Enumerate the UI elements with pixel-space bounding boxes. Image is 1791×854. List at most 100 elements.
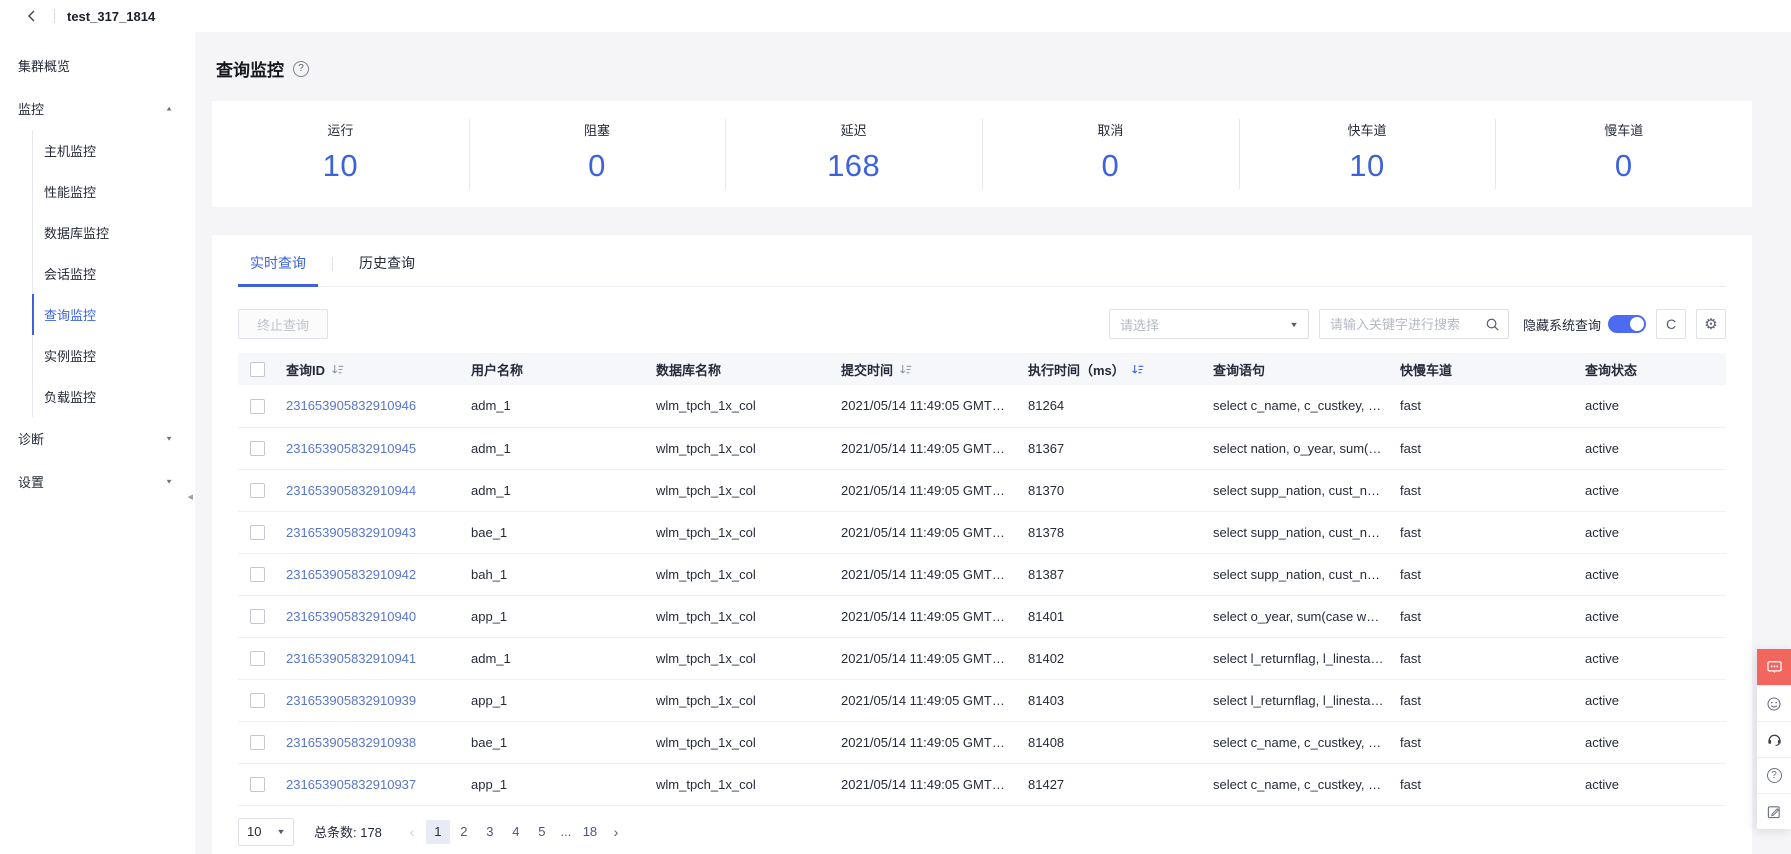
table-row: 231653905832910940 app_1 wlm_tpch_1x_col… <box>238 595 1726 638</box>
filter-select[interactable]: 请选择 ▼ <box>1108 309 1309 339</box>
page-title: 查询监控 <box>216 61 284 80</box>
support-button[interactable] <box>1757 721 1791 757</box>
smiley-icon <box>1767 696 1781 711</box>
search-icon[interactable] <box>1485 317 1500 332</box>
table-row: 231653905832910939 app_1 wlm_tpch_1x_col… <box>238 679 1726 722</box>
page-number-3[interactable]: 3 <box>486 824 494 839</box>
row-checkbox[interactable] <box>250 483 265 499</box>
topbar-divider <box>54 9 55 23</box>
search-input[interactable] <box>1329 316 1485 332</box>
page-number-2[interactable]: 2 <box>460 824 468 839</box>
query-id-link[interactable]: 231653905832910942 <box>286 566 417 582</box>
sort-icon-exec-time[interactable] <box>1131 363 1144 376</box>
sidebar: 集群概览 监控 ▲ 主机监控 性能监控 数据库监控 会话监控 查询监控 实例监控… <box>0 32 195 854</box>
sidebar-item-database-monitor[interactable]: 数据库监控 <box>44 226 110 241</box>
tab-realtime-query[interactable]: 实时查询 <box>238 253 318 287</box>
table-header-row: 查询ID 用户名称 数据库名称 提交时间 执行时间（ms） <box>238 353 1726 385</box>
sidebar-group-monitor[interactable]: 监控 ▲ <box>18 102 173 117</box>
next-page-button[interactable]: › <box>613 823 619 840</box>
row-checkbox[interactable] <box>250 441 265 457</box>
sidebar-item-host-monitor[interactable]: 主机监控 <box>44 144 97 159</box>
main-content: 查询监控 ? 运行 10 阻塞 0 延迟 168 取消 0 快车道 1 <box>195 32 1791 854</box>
table-row: 231653905832910945 adm_1 wlm_tpch_1x_col… <box>238 427 1726 470</box>
sidebar-collapse-icon[interactable]: ◂ <box>187 491 193 503</box>
chevron-up-icon: ▲ <box>165 104 173 113</box>
back-chevron-icon <box>28 10 35 22</box>
query-id-link[interactable]: 231653905832910940 <box>286 608 417 624</box>
total-count-label: 总条数: 178 <box>314 825 382 840</box>
help-center-button[interactable]: ? <box>1757 757 1791 793</box>
page-number-1[interactable]: 1 <box>425 819 450 844</box>
stat-running: 运行 10 <box>322 123 359 183</box>
sidebar-item-cluster-overview[interactable]: 集群概览 <box>18 59 71 74</box>
feedback-form-button[interactable] <box>1757 793 1791 829</box>
pagination: 10 ▼ 总条数: 178 ‹ 1 2 3 4 5 ... 18 › <box>238 817 1726 846</box>
row-checkbox[interactable] <box>250 525 265 541</box>
assistant-rail: ? <box>1757 649 1791 829</box>
row-checkbox[interactable] <box>250 693 265 709</box>
row-checkbox[interactable] <box>250 777 265 793</box>
window-topbar: test_317_1814 <box>0 0 1791 32</box>
query-id-link[interactable]: 231653905832910944 <box>286 482 417 498</box>
prev-page-button[interactable]: ‹ <box>409 823 415 840</box>
chevron-down-icon: ▼ <box>1289 319 1299 329</box>
page-number-5[interactable]: 5 <box>538 824 546 839</box>
terminate-query-button[interactable]: 终止查询 <box>238 309 329 339</box>
chevron-down-icon: ▼ <box>165 434 173 443</box>
refresh-button[interactable]: C <box>1656 309 1686 339</box>
sidebar-item-instance-monitor[interactable]: 实例监控 <box>44 349 97 364</box>
feedback-chat-button[interactable] <box>1757 649 1791 685</box>
query-id-link[interactable]: 231653905832910937 <box>286 776 417 792</box>
page-number-18[interactable]: 18 <box>582 824 598 839</box>
row-checkbox[interactable] <box>250 609 265 625</box>
row-checkbox[interactable] <box>250 651 265 667</box>
stat-fast-lane: 快车道 10 <box>1238 101 1496 207</box>
stat-blocked: 阻塞 0 <box>468 101 726 207</box>
table-settings-button[interactable]: ⚙ <box>1696 309 1726 339</box>
query-id-link[interactable]: 231653905832910943 <box>286 524 417 540</box>
query-id-link[interactable]: 231653905832910941 <box>286 650 417 666</box>
row-checkbox[interactable] <box>250 735 265 751</box>
table-toolbar: 终止查询 请选择 ▼ 隐藏系统查询 <box>238 309 1726 339</box>
toggle-knob <box>1630 317 1644 331</box>
query-id-link[interactable]: 231653905832910939 <box>286 692 417 708</box>
sidebar-item-query-monitor[interactable]: 查询监控 <box>32 294 195 335</box>
query-table: 查询ID 用户名称 数据库名称 提交时间 执行时间（ms） <box>238 353 1726 806</box>
help-icon[interactable]: ? <box>293 60 309 77</box>
sidebar-item-load-monitor[interactable]: 负载监控 <box>44 390 97 405</box>
table-row: 231653905832910943 bae_1 wlm_tpch_1x_col… <box>238 511 1726 554</box>
chevron-down-icon: ▼ <box>165 477 173 486</box>
sort-icon-submit-time[interactable] <box>899 363 912 376</box>
keyword-search <box>1318 309 1509 339</box>
select-all-checkbox[interactable] <box>250 362 265 378</box>
headset-icon <box>1767 734 1781 747</box>
query-id-link[interactable]: 231653905832910946 <box>286 398 417 414</box>
sidebar-group-diagnosis[interactable]: 诊断 ▼ <box>18 432 173 447</box>
hide-system-query: 隐藏系统查询 <box>1523 315 1646 334</box>
table-row: 231653905832910941 adm_1 wlm_tpch_1x_col… <box>238 637 1726 680</box>
stat-delayed: 延迟 168 <box>725 101 982 207</box>
hide-system-toggle[interactable] <box>1608 315 1646 333</box>
table-row: 231653905832910944 adm_1 wlm_tpch_1x_col… <box>238 469 1726 512</box>
back-button[interactable] <box>22 6 42 26</box>
sidebar-group-settings[interactable]: 设置 ▼ <box>18 475 173 490</box>
sidebar-item-performance-monitor[interactable]: 性能监控 <box>44 185 97 200</box>
page-number-4[interactable]: 4 <box>512 824 520 839</box>
cluster-title: test_317_1814 <box>67 8 156 24</box>
stat-cancelled: 取消 0 <box>982 101 1239 207</box>
row-checkbox[interactable] <box>250 567 265 583</box>
sort-icon-query-id[interactable] <box>331 363 344 376</box>
query-id-link[interactable]: 231653905832910938 <box>286 734 417 750</box>
sidebar-item-session-monitor[interactable]: 会话监控 <box>44 267 97 282</box>
satisfaction-survey-button[interactable] <box>1757 685 1791 721</box>
page-size-select[interactable]: 10 ▼ <box>238 817 294 846</box>
table-row: 231653905832910937 app_1 wlm_tpch_1x_col… <box>238 763 1726 806</box>
table-row: 231653905832910946 adm_1 wlm_tpch_1x_col… <box>238 385 1726 428</box>
query-id-link[interactable]: 231653905832910945 <box>286 440 417 456</box>
refresh-icon: C <box>1665 316 1677 332</box>
chevron-down-icon: ▼ <box>276 827 286 836</box>
row-checkbox[interactable] <box>250 398 265 414</box>
sidebar-monitor-subitems: 主机监控 性能监控 数据库监控 会话监控 查询监控 实例监控 负载监控 <box>32 130 195 417</box>
tab-history-query[interactable]: 历史查询 <box>359 255 415 271</box>
table-row: 231653905832910942 bah_1 wlm_tpch_1x_col… <box>238 553 1726 596</box>
